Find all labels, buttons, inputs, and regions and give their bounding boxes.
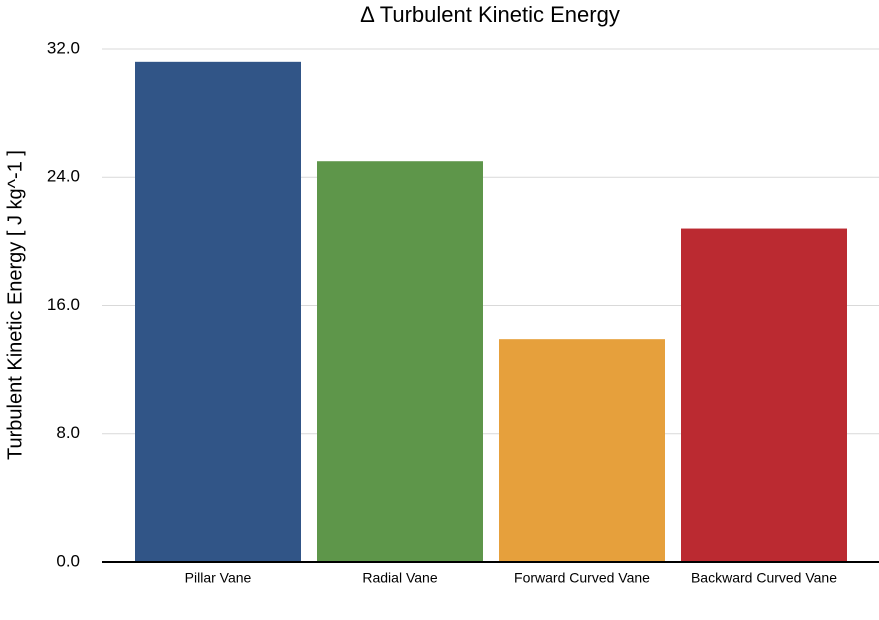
y-tick-label: 8.0 [56,423,80,442]
x-tick-label: Backward Curved Vane [691,570,837,586]
bar [499,339,665,562]
y-axis-label: Turbulent Kinetic Energy [ J kg^-1 ] [4,150,26,460]
chart-title: Δ Turbulent Kinetic Energy [360,2,620,27]
y-tick-label: 32.0 [47,38,80,57]
y-tick-label: 16.0 [47,295,80,314]
x-tick-label: Forward Curved Vane [514,570,650,586]
x-tick-label: Pillar Vane [185,570,252,586]
bar [317,161,483,562]
y-tick-label: 0.0 [56,551,80,570]
bar [135,61,301,562]
y-tick-label: 24.0 [47,167,80,186]
bar [681,228,847,563]
x-tick-label: Radial Vane [362,570,437,586]
